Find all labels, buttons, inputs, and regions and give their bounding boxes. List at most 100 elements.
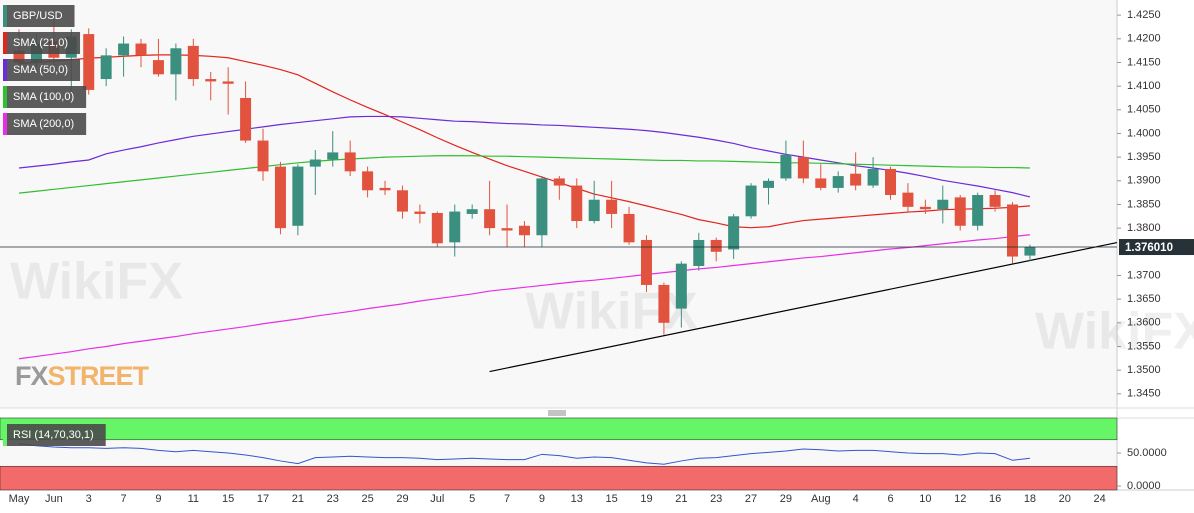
candle-body <box>187 45 199 80</box>
sma-line <box>18 54 1030 229</box>
candle-body <box>292 166 304 226</box>
x-tick-label: Aug <box>811 493 831 505</box>
x-tick-label: 29 <box>396 493 408 505</box>
legend-box <box>3 86 87 108</box>
x-tick-label: 15 <box>222 493 234 505</box>
x-tick-label: 24 <box>1094 493 1106 505</box>
candle-body <box>815 178 827 188</box>
candle-body <box>100 55 112 80</box>
legend-box <box>3 5 75 27</box>
x-tick-label: 7 <box>121 493 127 505</box>
candle-body <box>1024 247 1036 256</box>
x-tick-label: 9 <box>155 493 161 505</box>
x-tick-label: May <box>9 493 30 505</box>
legend-box <box>3 424 106 446</box>
candle-body <box>745 185 757 217</box>
candle-body <box>118 43 130 56</box>
watermark: WikiFX <box>1035 303 1194 361</box>
legend-label: SMA (100,0) <box>13 91 74 103</box>
candle-body <box>972 195 984 226</box>
candle-body <box>83 34 95 90</box>
pane-handle[interactable] <box>548 410 566 416</box>
legend-label: SMA (21,0) <box>13 37 68 49</box>
legend-swatch <box>3 86 7 108</box>
trendline <box>489 241 1118 373</box>
rsi-line <box>18 443 1030 465</box>
candle-body <box>518 225 530 236</box>
x-tick-label: 10 <box>919 493 931 505</box>
x-tick-label: 7 <box>504 493 510 505</box>
candle-body <box>309 159 321 167</box>
candle-body <box>1007 204 1019 257</box>
y-tick-label: 1.4200 <box>1127 33 1161 45</box>
x-tick-label: 25 <box>361 493 373 505</box>
candle-body <box>466 209 478 214</box>
y-tick-label: 1.3800 <box>1127 222 1161 234</box>
candle-body <box>919 206 931 210</box>
y-tick-label: 1.4100 <box>1127 80 1161 92</box>
legend-swatch <box>3 113 7 135</box>
y-tick-label: 1.4000 <box>1127 127 1161 139</box>
legend-label: RSI (14,70,30,1) <box>13 429 94 441</box>
candle-body <box>152 60 164 75</box>
candle-body <box>797 157 809 179</box>
candle-body <box>344 152 356 172</box>
x-tick-label: 18 <box>1024 493 1036 505</box>
candle-body <box>135 43 147 56</box>
sma-line <box>18 115 1031 198</box>
legend-label: SMA (200,0) <box>13 118 74 130</box>
legend-label: GBP/USD <box>13 10 63 22</box>
y-tick-label: 1.3600 <box>1127 317 1161 329</box>
candle-body <box>449 211 461 243</box>
x-tick-label: 17 <box>257 493 269 505</box>
x-tick-label: 13 <box>571 493 583 505</box>
brand: FXSTREET <box>15 361 150 391</box>
legend-swatch <box>3 424 7 446</box>
candle-body <box>240 97 252 141</box>
legend-box <box>3 113 87 135</box>
candle-body <box>832 176 844 188</box>
candle-body <box>379 187 391 191</box>
x-tick-label: Jul <box>430 493 444 505</box>
y-tick-label: 1.4250 <box>1127 9 1161 21</box>
y-tick-label: 1.3500 <box>1127 364 1161 376</box>
legend-swatch <box>3 32 7 54</box>
candle-body <box>902 192 914 207</box>
y-tick-label: 1.4050 <box>1127 104 1161 116</box>
y-tick-label: 1.3900 <box>1127 175 1161 187</box>
y-tick-label: 1.3700 <box>1127 269 1161 281</box>
y-tick-label: 1.3550 <box>1127 340 1161 352</box>
rsi-y-tick-label: 50.0000 <box>1127 447 1167 459</box>
candle-body <box>396 190 408 212</box>
last-price-label: 1.376010 <box>1125 242 1173 254</box>
x-tick-label: 29 <box>780 493 792 505</box>
sma-line <box>18 234 1031 360</box>
x-tick-label: 9 <box>539 493 545 505</box>
brand-part: STREET <box>48 361 150 391</box>
x-tick-label: 19 <box>640 493 652 505</box>
candle-body <box>623 213 635 243</box>
watermark: WikiFX <box>525 283 698 341</box>
candle-body <box>989 195 1001 207</box>
y-tick-label: 1.3850 <box>1127 198 1161 210</box>
candle-body <box>257 140 269 172</box>
candle-body <box>937 199 949 210</box>
legend-box <box>3 59 81 81</box>
candle-body <box>640 239 652 285</box>
last-price-box <box>1119 239 1194 256</box>
x-tick-label: 21 <box>292 493 304 505</box>
candle-body <box>327 152 339 160</box>
legend-label: SMA (50,0) <box>13 64 68 76</box>
candle-body <box>501 228 513 231</box>
x-tick-label: 3 <box>86 493 92 505</box>
rsi-y-tick-label: 0.0000 <box>1127 480 1161 492</box>
candle-body <box>693 239 705 267</box>
y-tick-label: 1.3650 <box>1127 293 1161 305</box>
x-tick-label: 5 <box>469 493 475 505</box>
sma-line <box>18 155 1030 194</box>
x-tick-label: 20 <box>1059 493 1071 505</box>
brand-part: FX <box>15 361 48 391</box>
candle-body <box>885 168 896 196</box>
